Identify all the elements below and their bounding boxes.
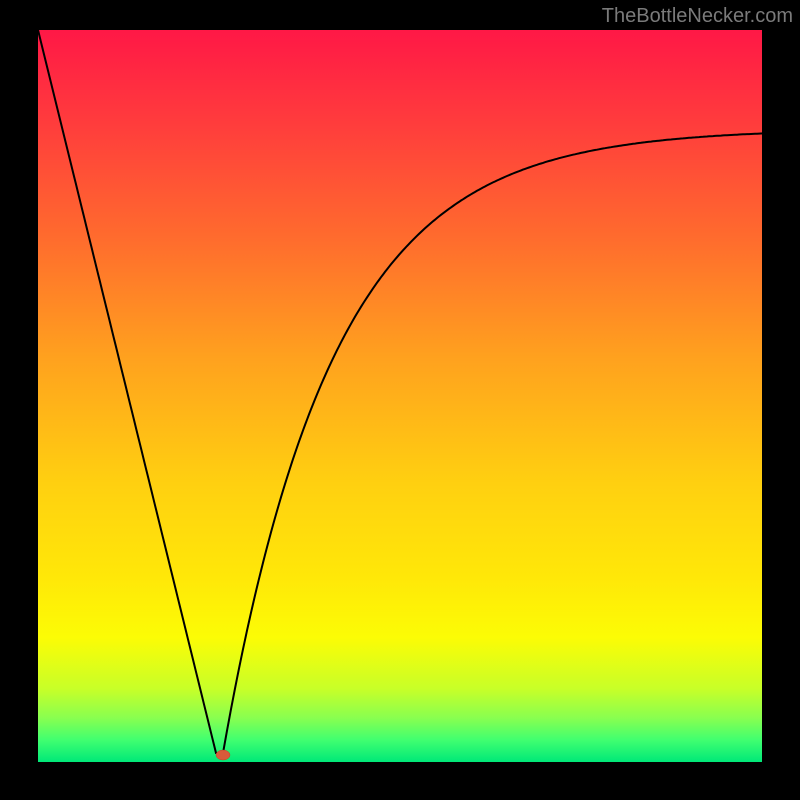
plot-background bbox=[38, 30, 762, 762]
chart-container: { "watermark": { "text": "TheBottleNecke… bbox=[0, 0, 800, 800]
watermark-text: TheBottleNecker.com bbox=[602, 5, 793, 27]
chart-svg: TheBottleNecker.com bbox=[0, 0, 800, 800]
optimal-point-marker bbox=[216, 750, 230, 760]
